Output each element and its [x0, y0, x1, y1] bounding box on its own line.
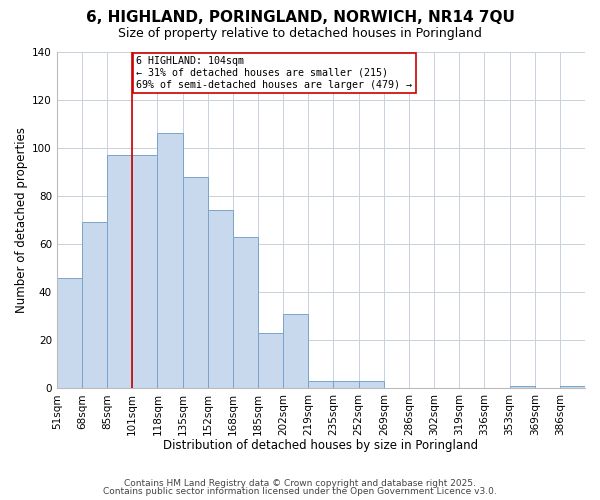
Text: 6, HIGHLAND, PORINGLAND, NORWICH, NR14 7QU: 6, HIGHLAND, PORINGLAND, NORWICH, NR14 7…	[86, 10, 514, 25]
Bar	[359, 381, 384, 388]
Bar	[233, 237, 258, 388]
Text: Contains public sector information licensed under the Open Government Licence v3: Contains public sector information licen…	[103, 487, 497, 496]
Bar	[107, 155, 132, 388]
Y-axis label: Number of detached properties: Number of detached properties	[15, 127, 28, 313]
Bar	[308, 381, 334, 388]
Bar	[283, 314, 308, 388]
Text: 6 HIGHLAND: 104sqm
← 31% of detached houses are smaller (215)
69% of semi-detach: 6 HIGHLAND: 104sqm ← 31% of detached hou…	[136, 56, 412, 90]
Text: Size of property relative to detached houses in Poringland: Size of property relative to detached ho…	[118, 28, 482, 40]
Bar	[182, 176, 208, 388]
Bar	[560, 386, 585, 388]
Bar	[258, 333, 283, 388]
Bar	[157, 134, 182, 388]
Text: Contains HM Land Registry data © Crown copyright and database right 2025.: Contains HM Land Registry data © Crown c…	[124, 478, 476, 488]
Bar	[208, 210, 233, 388]
Bar	[334, 381, 359, 388]
X-axis label: Distribution of detached houses by size in Poringland: Distribution of detached houses by size …	[163, 440, 478, 452]
Bar	[132, 155, 157, 388]
Bar	[57, 278, 82, 388]
Bar	[509, 386, 535, 388]
Bar	[82, 222, 107, 388]
